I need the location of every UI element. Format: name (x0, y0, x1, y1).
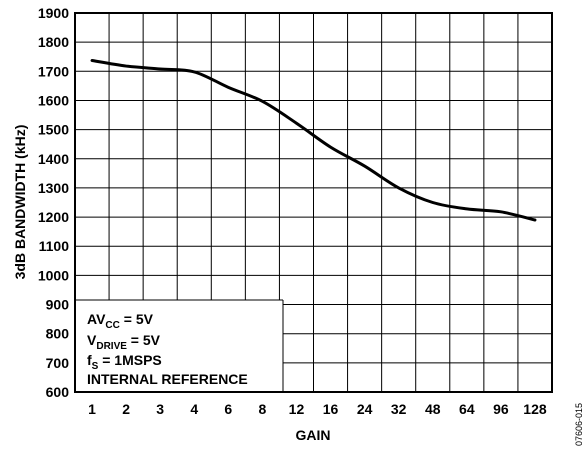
legend-sub: CC (105, 320, 119, 331)
y-tick-labels: 600 700 800 900 1000 1100 1200 1300 1400 1500 1600… (38, 5, 69, 400)
x-tick-label: 64 (459, 401, 475, 417)
x-tick-label: 6 (224, 401, 232, 417)
y-tick-label: 900 (46, 297, 70, 313)
y-tick-label: 1200 (38, 209, 69, 225)
x-tick-label: 1 (88, 401, 96, 417)
legend-main: AV (87, 311, 106, 327)
legend-rest: = 1MSPS (98, 352, 161, 368)
y-tick-label: 1300 (38, 180, 69, 196)
x-tick-label: 2 (122, 401, 130, 417)
y-tick-label: 600 (46, 384, 70, 400)
x-tick-label: 8 (258, 401, 266, 417)
legend-line: fS = 1MSPS (87, 352, 162, 372)
y-tick-label: 1700 (38, 63, 69, 79)
x-tick-label: 24 (357, 401, 373, 417)
legend-line: INTERNAL REFERENCE (87, 371, 248, 387)
y-tick-label: 1600 (38, 92, 69, 108)
y-axis-label: 3dB BANDWIDTH (kHz) (12, 125, 28, 280)
legend-main: V (87, 332, 97, 348)
plot-frame (74, 12, 553, 393)
y-tick-label: 1400 (38, 151, 69, 167)
legend-main: INTERNAL REFERENCE (87, 371, 248, 387)
legend-main: f (87, 352, 92, 368)
legend-sub: DRIVE (96, 341, 127, 352)
y-tick-label: 1900 (38, 5, 69, 21)
series-line (90, 59, 537, 222)
x-tick-label: 12 (289, 401, 305, 417)
figure-id: 07606-015 (574, 403, 584, 446)
x-tick-label: 48 (425, 401, 441, 417)
legend-box (75, 300, 283, 392)
legend-rest: = 5V (127, 332, 161, 348)
x-axis-label: GAIN (296, 427, 331, 443)
x-tick-label: 128 (523, 401, 547, 417)
x-tick-label: 96 (493, 401, 509, 417)
legend-sub: S (92, 361, 99, 372)
x-tick-label: 16 (323, 401, 339, 417)
legend-line: VDRIVE = 5V (87, 332, 161, 352)
y-tick-label: 1800 (38, 34, 69, 50)
x-tick-label: 3 (156, 401, 164, 417)
y-tick-label: 800 (46, 326, 70, 342)
grid (75, 13, 552, 392)
legend-rest: = 5V (120, 311, 154, 327)
x-tick-labels: 1 2 3 4 6 8 12 16 24 32 48 64 96 128 (88, 401, 547, 417)
legend-line: AVCC = 5V (87, 311, 154, 331)
x-tick-label: 32 (391, 401, 407, 417)
x-tick-label: 4 (190, 401, 198, 417)
y-tick-label: 1500 (38, 122, 69, 138)
y-tick-label: 1000 (38, 267, 69, 283)
y-tick-label: 1100 (39, 238, 70, 254)
y-tick-label: 700 (46, 355, 70, 371)
